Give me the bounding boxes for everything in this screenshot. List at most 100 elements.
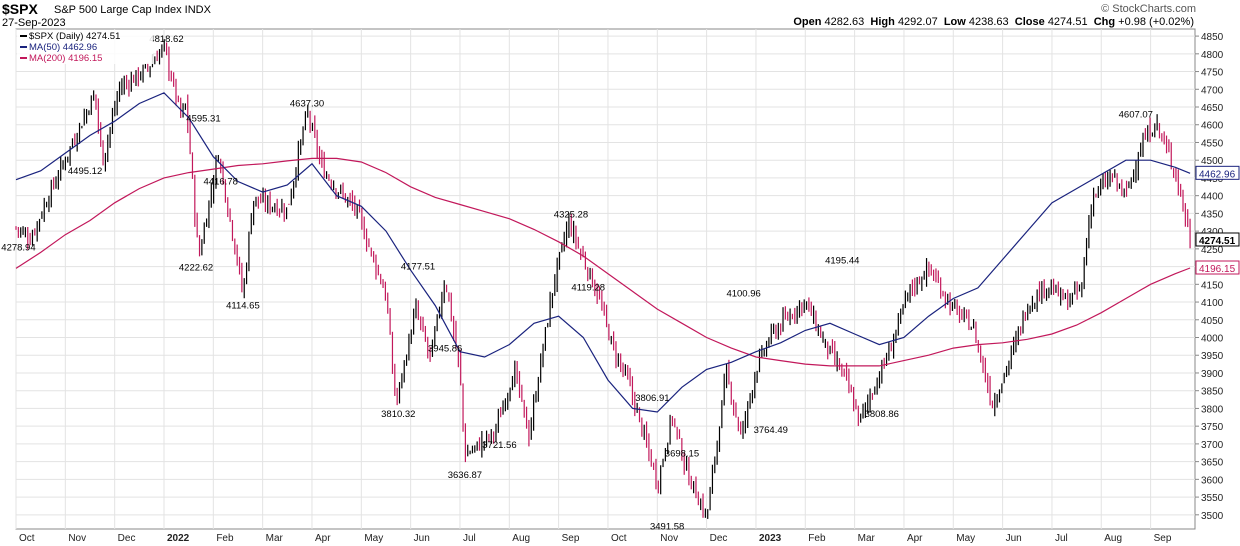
last-value-label: 4462.96 (1199, 169, 1236, 180)
stockcharts-watermark: © StockCharts.com (1101, 3, 1196, 15)
y-tick-label: 4750 (1201, 68, 1224, 79)
y-tick-label: 3600 (1201, 475, 1224, 486)
price-annotation: 3810.32 (381, 409, 415, 420)
last-value-box (1195, 232, 1240, 247)
y-tick-label: 4050 (1201, 316, 1224, 327)
last-value-box (1195, 260, 1240, 275)
x-tick-label: Dec (118, 533, 136, 544)
y-tick-label: 4400 (1201, 192, 1224, 203)
symbol-title: $SPX (2, 1, 38, 17)
ma50-line (15, 92, 1191, 413)
price-annotation: 4278.94 (1, 243, 35, 254)
x-tick-label: Apr (907, 533, 923, 544)
legend-entry: $SPX (Daily) 4274.51 (29, 31, 120, 42)
y-tick-label: 4500 (1201, 156, 1224, 167)
y-tick-label: 3900 (1201, 369, 1224, 380)
price-annotation: 4595.31 (186, 114, 220, 125)
x-tick-label: Jun (414, 533, 430, 544)
x-tick-label: May (956, 533, 975, 544)
y-tick-label: 3950 (1201, 351, 1224, 362)
y-tick-label: 4100 (1201, 298, 1224, 309)
price-annotation: 3806.91 (635, 393, 669, 404)
x-tick-label: Sep (1154, 533, 1172, 544)
index-name: S&P 500 Large Cap Index INDX (54, 4, 211, 16)
x-tick-label: 2022 (167, 533, 190, 544)
x-tick-label: Jul (463, 533, 476, 544)
x-tick-label: Nov (68, 533, 86, 544)
high-label: High 4292.07 (870, 16, 938, 28)
price-annotation: 3808.86 (865, 409, 899, 420)
last-value-label: 4274.51 (1199, 236, 1236, 247)
chart-annotations: 4278.94 4495.12 4818.62 4595.31 4416.78 4222.… (1, 34, 1153, 533)
x-tick-label: Sep (562, 533, 580, 544)
price-annotation: 4195.44 (825, 255, 859, 266)
y-tick-label: 4850 (1201, 32, 1224, 43)
y-tick-label: 4000 (1201, 334, 1224, 345)
x-tick-label: 2023 (759, 533, 782, 544)
y-tick-label: 3850 (1201, 387, 1224, 398)
price-annotation: 4607.07 (1119, 109, 1153, 120)
price-annotation: 4818.62 (149, 34, 183, 45)
price-annotation: 4222.62 (179, 262, 213, 273)
x-tick-label: Feb (216, 533, 234, 544)
y-tick-label: 3750 (1201, 422, 1224, 433)
y-tick-label: 4700 (1201, 85, 1224, 96)
last-value-label: 4196.15 (1199, 264, 1236, 275)
price-annotation: 4177.51 (401, 261, 435, 272)
chart-date: 27-Sep-2023 (2, 17, 66, 29)
x-tick-label: May (364, 533, 383, 544)
legend-background (17, 30, 153, 64)
y-tick-label: 3700 (1201, 440, 1224, 451)
price-annotation: 4114.65 (226, 301, 260, 312)
y-tick-label: 4350 (1201, 209, 1224, 220)
y-tick-label: 3500 (1201, 511, 1224, 522)
x-tick-label: Feb (808, 533, 826, 544)
x-tick-label: Nov (660, 533, 678, 544)
x-tick-label: Mar (858, 533, 876, 544)
x-tick-label: Mar (266, 533, 284, 544)
chart-grid (15, 28, 1196, 530)
price-annotation: 3721.56 (482, 440, 516, 451)
chart-series (15, 39, 1191, 519)
chart-axes: 3500 3550 3600 3650 3700 3750 3800 3850 3900 3950… (19, 32, 1240, 544)
y-tick-label: 4600 (1201, 121, 1224, 132)
open-label: Open 4282.63 (793, 16, 865, 28)
x-tick-label: Aug (1104, 533, 1122, 544)
y-tick-label: 3650 (1201, 458, 1224, 469)
ma200-line (15, 157, 1191, 367)
plot-frame (15, 28, 1196, 530)
price-annotation: 4495.12 (68, 166, 102, 177)
x-tick-label: Jun (1006, 533, 1022, 544)
price-annotation: 3491.58 (650, 522, 684, 533)
x-tick-label: Oct (19, 533, 35, 544)
y-tick-label: 4650 (1201, 103, 1224, 114)
price-annotation: 4416.78 (204, 177, 238, 188)
y-tick-label: 4550 (1201, 138, 1224, 149)
y-tick-label: 4150 (1201, 280, 1224, 291)
y-tick-label: 3800 (1201, 404, 1224, 415)
y-tick-label: 4250 (1201, 245, 1224, 256)
price-annotation: 3764.49 (754, 425, 788, 436)
price-annotation: 4119.28 (571, 282, 605, 293)
ohlc-summary: Open 4282.63 High 4292.07 Low 4238.63 Cl… (793, 16, 1194, 28)
y-tick-label: 4800 (1201, 50, 1224, 61)
x-tick-label: Dec (710, 533, 728, 544)
price-annotation: 3636.87 (448, 470, 482, 481)
x-tick-label: Aug (512, 533, 530, 544)
price-annotation: 4325.28 (554, 209, 588, 220)
y-tick-label: 3550 (1201, 493, 1224, 504)
close-label: Close 4274.51 (1014, 16, 1088, 28)
price-annotation: 3698.15 (665, 449, 699, 460)
change-label: Chg +0.98 (+0.02%) (1093, 16, 1194, 28)
legend-entry: MA(200) 4196.15 (29, 53, 102, 64)
price-annotation: 4637.30 (290, 99, 324, 110)
last-value-box (1195, 165, 1240, 180)
price-annotation: 4100.96 (726, 289, 760, 300)
legend-entry: MA(50) 4462.96 (29, 42, 97, 53)
low-label: Low 4238.63 (943, 16, 1009, 28)
x-tick-label: Apr (315, 533, 331, 544)
x-tick-label: Jul (1055, 533, 1068, 544)
x-tick-label: Oct (611, 533, 627, 544)
